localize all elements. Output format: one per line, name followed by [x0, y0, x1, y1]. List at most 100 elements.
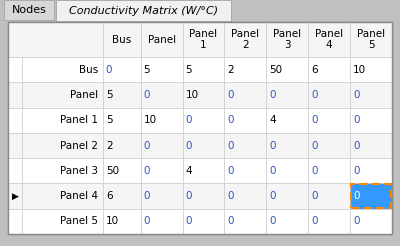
Bar — [103, 133, 141, 158]
Bar — [224, 209, 266, 234]
Bar — [182, 158, 224, 184]
Text: 5: 5 — [186, 65, 192, 75]
Text: Conductivity Matrix (W/°C): Conductivity Matrix (W/°C) — [69, 5, 218, 15]
Text: 0: 0 — [269, 191, 276, 201]
Text: 10: 10 — [144, 115, 157, 125]
Text: Panel 4: Panel 4 — [60, 191, 98, 201]
Bar — [8, 209, 22, 234]
Bar — [266, 108, 308, 133]
Bar — [103, 158, 141, 184]
Text: 0: 0 — [228, 140, 234, 151]
Text: 4: 4 — [269, 115, 276, 125]
Text: 0: 0 — [144, 140, 150, 151]
Text: 0: 0 — [228, 115, 234, 125]
Bar — [8, 133, 22, 158]
Text: 4: 4 — [186, 166, 192, 176]
Bar — [22, 158, 103, 184]
Bar — [141, 133, 182, 158]
Bar — [141, 57, 182, 82]
Text: Panel: Panel — [148, 34, 176, 45]
Bar — [103, 184, 141, 209]
Bar — [141, 82, 182, 108]
Bar — [8, 22, 392, 234]
Text: 0: 0 — [353, 115, 360, 125]
Bar — [308, 82, 350, 108]
Text: Panel 3: Panel 3 — [60, 166, 98, 176]
Text: ▶: ▶ — [12, 192, 18, 200]
Bar — [141, 209, 182, 234]
Bar — [266, 158, 308, 184]
Bar — [351, 184, 391, 208]
Text: 6: 6 — [106, 191, 112, 201]
Text: 0: 0 — [269, 166, 276, 176]
Text: 0: 0 — [353, 191, 360, 201]
Bar — [103, 22, 141, 57]
Text: Panel
5: Panel 5 — [357, 29, 385, 50]
Bar — [350, 158, 392, 184]
Text: 0: 0 — [228, 216, 234, 226]
Text: 10: 10 — [106, 216, 119, 226]
Text: 0: 0 — [311, 216, 318, 226]
Bar — [56, 0, 231, 21]
Text: 0: 0 — [311, 90, 318, 100]
Bar — [103, 57, 141, 82]
Text: 0: 0 — [311, 191, 318, 201]
Bar — [182, 82, 224, 108]
Bar — [8, 82, 22, 108]
Text: 6: 6 — [311, 65, 318, 75]
Bar — [8, 184, 22, 209]
Text: 0: 0 — [144, 191, 150, 201]
Text: 5: 5 — [106, 90, 112, 100]
Text: 0: 0 — [353, 216, 360, 226]
Text: Panel
4: Panel 4 — [315, 29, 343, 50]
Bar — [224, 22, 266, 57]
Bar — [308, 22, 350, 57]
Text: Panel 1: Panel 1 — [60, 115, 98, 125]
Bar — [4, 0, 54, 20]
Text: Panel
2: Panel 2 — [231, 29, 260, 50]
Bar — [266, 184, 308, 209]
Text: 0: 0 — [144, 216, 150, 226]
Text: 50: 50 — [106, 166, 119, 176]
Text: 0: 0 — [186, 115, 192, 125]
Text: 0: 0 — [106, 65, 112, 75]
Bar — [8, 158, 22, 184]
Text: Panel 2: Panel 2 — [60, 140, 98, 151]
Text: Panel 5: Panel 5 — [60, 216, 98, 226]
Bar — [308, 108, 350, 133]
Bar — [182, 133, 224, 158]
Bar — [182, 184, 224, 209]
Bar — [350, 82, 392, 108]
Bar — [224, 184, 266, 209]
Bar — [141, 158, 182, 184]
Bar — [8, 22, 103, 57]
Bar — [350, 22, 392, 57]
Bar — [266, 82, 308, 108]
Text: Panel
1: Panel 1 — [190, 29, 218, 50]
Bar — [350, 133, 392, 158]
Bar — [224, 57, 266, 82]
Text: 0: 0 — [269, 216, 276, 226]
Text: 0: 0 — [353, 90, 360, 100]
Bar — [0, 0, 400, 22]
Bar — [182, 57, 224, 82]
Text: 0: 0 — [353, 140, 360, 151]
Bar — [224, 158, 266, 184]
Bar — [308, 184, 350, 209]
Text: 0: 0 — [311, 140, 318, 151]
Bar — [308, 57, 350, 82]
Text: 5: 5 — [144, 65, 150, 75]
Bar — [182, 108, 224, 133]
Bar — [350, 184, 392, 209]
Bar — [308, 133, 350, 158]
Bar — [266, 57, 308, 82]
Text: 0: 0 — [228, 166, 234, 176]
Text: 10: 10 — [186, 90, 199, 100]
Text: 2: 2 — [106, 140, 112, 151]
Bar — [141, 108, 182, 133]
Bar — [103, 82, 141, 108]
Text: 0: 0 — [311, 115, 318, 125]
Text: Bus: Bus — [112, 34, 131, 45]
Text: Panel
3: Panel 3 — [273, 29, 301, 50]
Text: 0: 0 — [228, 90, 234, 100]
